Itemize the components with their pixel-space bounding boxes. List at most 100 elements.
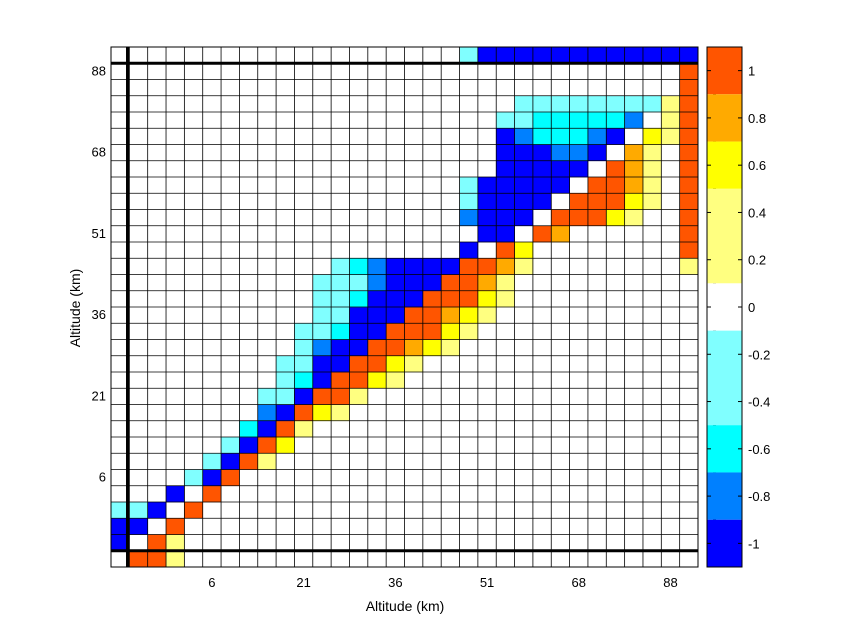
heatmap-cell bbox=[349, 274, 369, 292]
heatmap-cell bbox=[624, 160, 644, 178]
heatmap-cell bbox=[477, 274, 497, 292]
heatmap-cell bbox=[422, 274, 442, 292]
heatmap-cell bbox=[587, 95, 607, 113]
heatmap-cell bbox=[367, 339, 387, 357]
heatmap-cell bbox=[551, 128, 570, 145]
heatmap-cell bbox=[147, 534, 167, 552]
heatmap-cell bbox=[257, 388, 277, 405]
heatmap-cell bbox=[587, 209, 607, 227]
heatmap-cell bbox=[422, 339, 442, 357]
heatmap-cell bbox=[221, 453, 240, 470]
heatmap-cell bbox=[606, 128, 625, 145]
heatmap-cell bbox=[679, 258, 699, 275]
y-tick-label: 6 bbox=[99, 470, 106, 485]
heatmap-cell bbox=[459, 47, 479, 64]
heatmap-cell bbox=[514, 242, 534, 259]
heatmap-cell bbox=[679, 47, 699, 64]
heatmap-cell bbox=[276, 437, 295, 454]
heatmap-cell bbox=[331, 339, 350, 357]
heatmap-cell bbox=[569, 128, 589, 145]
heatmap-cell bbox=[404, 274, 424, 292]
heatmap-cell bbox=[477, 177, 497, 194]
colorbar-level bbox=[707, 283, 742, 331]
heatmap-cell bbox=[514, 95, 534, 113]
heatmap-cell bbox=[514, 160, 534, 178]
heatmap-cell bbox=[642, 128, 662, 145]
heatmap-cell bbox=[496, 47, 515, 64]
heatmap-cell bbox=[349, 372, 369, 389]
heatmap-cell bbox=[606, 47, 625, 64]
heatmap-cell bbox=[514, 209, 534, 227]
heatmap-cell bbox=[404, 355, 424, 373]
heatmap-cell bbox=[551, 95, 570, 113]
heatmap-cell bbox=[587, 193, 607, 210]
heatmap-cell bbox=[624, 144, 644, 162]
heatmap-cell bbox=[532, 112, 552, 129]
heatmap-cell bbox=[422, 323, 442, 340]
colorbar-level bbox=[707, 519, 742, 567]
heatmap-cell bbox=[349, 323, 369, 340]
heatmap-cell bbox=[624, 95, 644, 113]
heatmap-cell bbox=[606, 95, 625, 113]
y-tick-label: 21 bbox=[92, 388, 106, 403]
heatmap-cell bbox=[221, 437, 240, 454]
plot-frame bbox=[110, 46, 699, 568]
heatmap-cell bbox=[294, 339, 314, 357]
heatmap-cell bbox=[367, 258, 387, 275]
heatmap-cell bbox=[679, 242, 699, 259]
heatmap-cell bbox=[276, 420, 295, 438]
heatmap-cell bbox=[331, 404, 350, 422]
heatmap-cell bbox=[312, 404, 332, 422]
heatmap-cell bbox=[551, 177, 570, 194]
heatmap-cell bbox=[569, 47, 589, 64]
heatmap-cell bbox=[514, 128, 534, 145]
heatmap-cell bbox=[202, 453, 222, 470]
heatmap-cell bbox=[111, 502, 130, 519]
heatmap-cell bbox=[202, 469, 222, 487]
heatmap-cell bbox=[459, 193, 479, 210]
heatmap-cell bbox=[477, 290, 497, 308]
heatmap-cell bbox=[367, 323, 387, 340]
heatmap-cell bbox=[661, 112, 680, 129]
heatmap-cell bbox=[386, 372, 405, 389]
colorbar-level bbox=[707, 47, 742, 95]
heatmap-cell bbox=[166, 518, 185, 535]
heatmap-grid bbox=[110, 46, 699, 568]
colorbar-tick-label: -0.4 bbox=[748, 395, 770, 410]
colorbar-level bbox=[707, 141, 742, 189]
heatmap-cell bbox=[661, 47, 680, 64]
heatmap-cell bbox=[532, 193, 552, 210]
colorbar-level bbox=[707, 330, 742, 426]
heatmap-cell bbox=[386, 274, 405, 292]
heatmap-cell bbox=[331, 274, 350, 292]
heatmap-cell bbox=[642, 47, 662, 64]
heatmap-cell bbox=[477, 307, 497, 324]
colorbar-tick-label: -0.2 bbox=[748, 347, 770, 362]
heatmap-cell bbox=[404, 339, 424, 357]
heatmap-cell bbox=[551, 225, 570, 243]
heatmap-cell bbox=[606, 209, 625, 227]
heatmap-cell bbox=[294, 404, 314, 422]
heatmap-cell bbox=[367, 274, 387, 292]
heatmap-cell bbox=[661, 128, 680, 145]
heatmap-cell bbox=[459, 177, 479, 194]
heatmap-cell bbox=[532, 144, 552, 162]
heatmap-cell bbox=[459, 323, 479, 340]
heatmap-cell bbox=[166, 485, 185, 503]
heatmap-cell bbox=[679, 209, 699, 227]
heatmap-cell bbox=[679, 193, 699, 210]
heatmap-cell bbox=[514, 144, 534, 162]
heatmap-cell bbox=[551, 47, 570, 64]
heatmap-cell bbox=[441, 290, 460, 308]
heatmap-cell bbox=[642, 177, 662, 194]
heatmap-cell bbox=[312, 355, 332, 373]
x-tick-label: 51 bbox=[480, 575, 494, 590]
heatmap-cell bbox=[367, 372, 387, 389]
heatmap-cell bbox=[386, 290, 405, 308]
heatmap-cell bbox=[569, 112, 589, 129]
heatmap-cell bbox=[331, 388, 350, 405]
heatmap-cell bbox=[477, 193, 497, 210]
heatmap-cell bbox=[679, 225, 699, 243]
colorbar-tick-label: -0.8 bbox=[748, 489, 770, 504]
heatmap-cell bbox=[679, 128, 699, 145]
